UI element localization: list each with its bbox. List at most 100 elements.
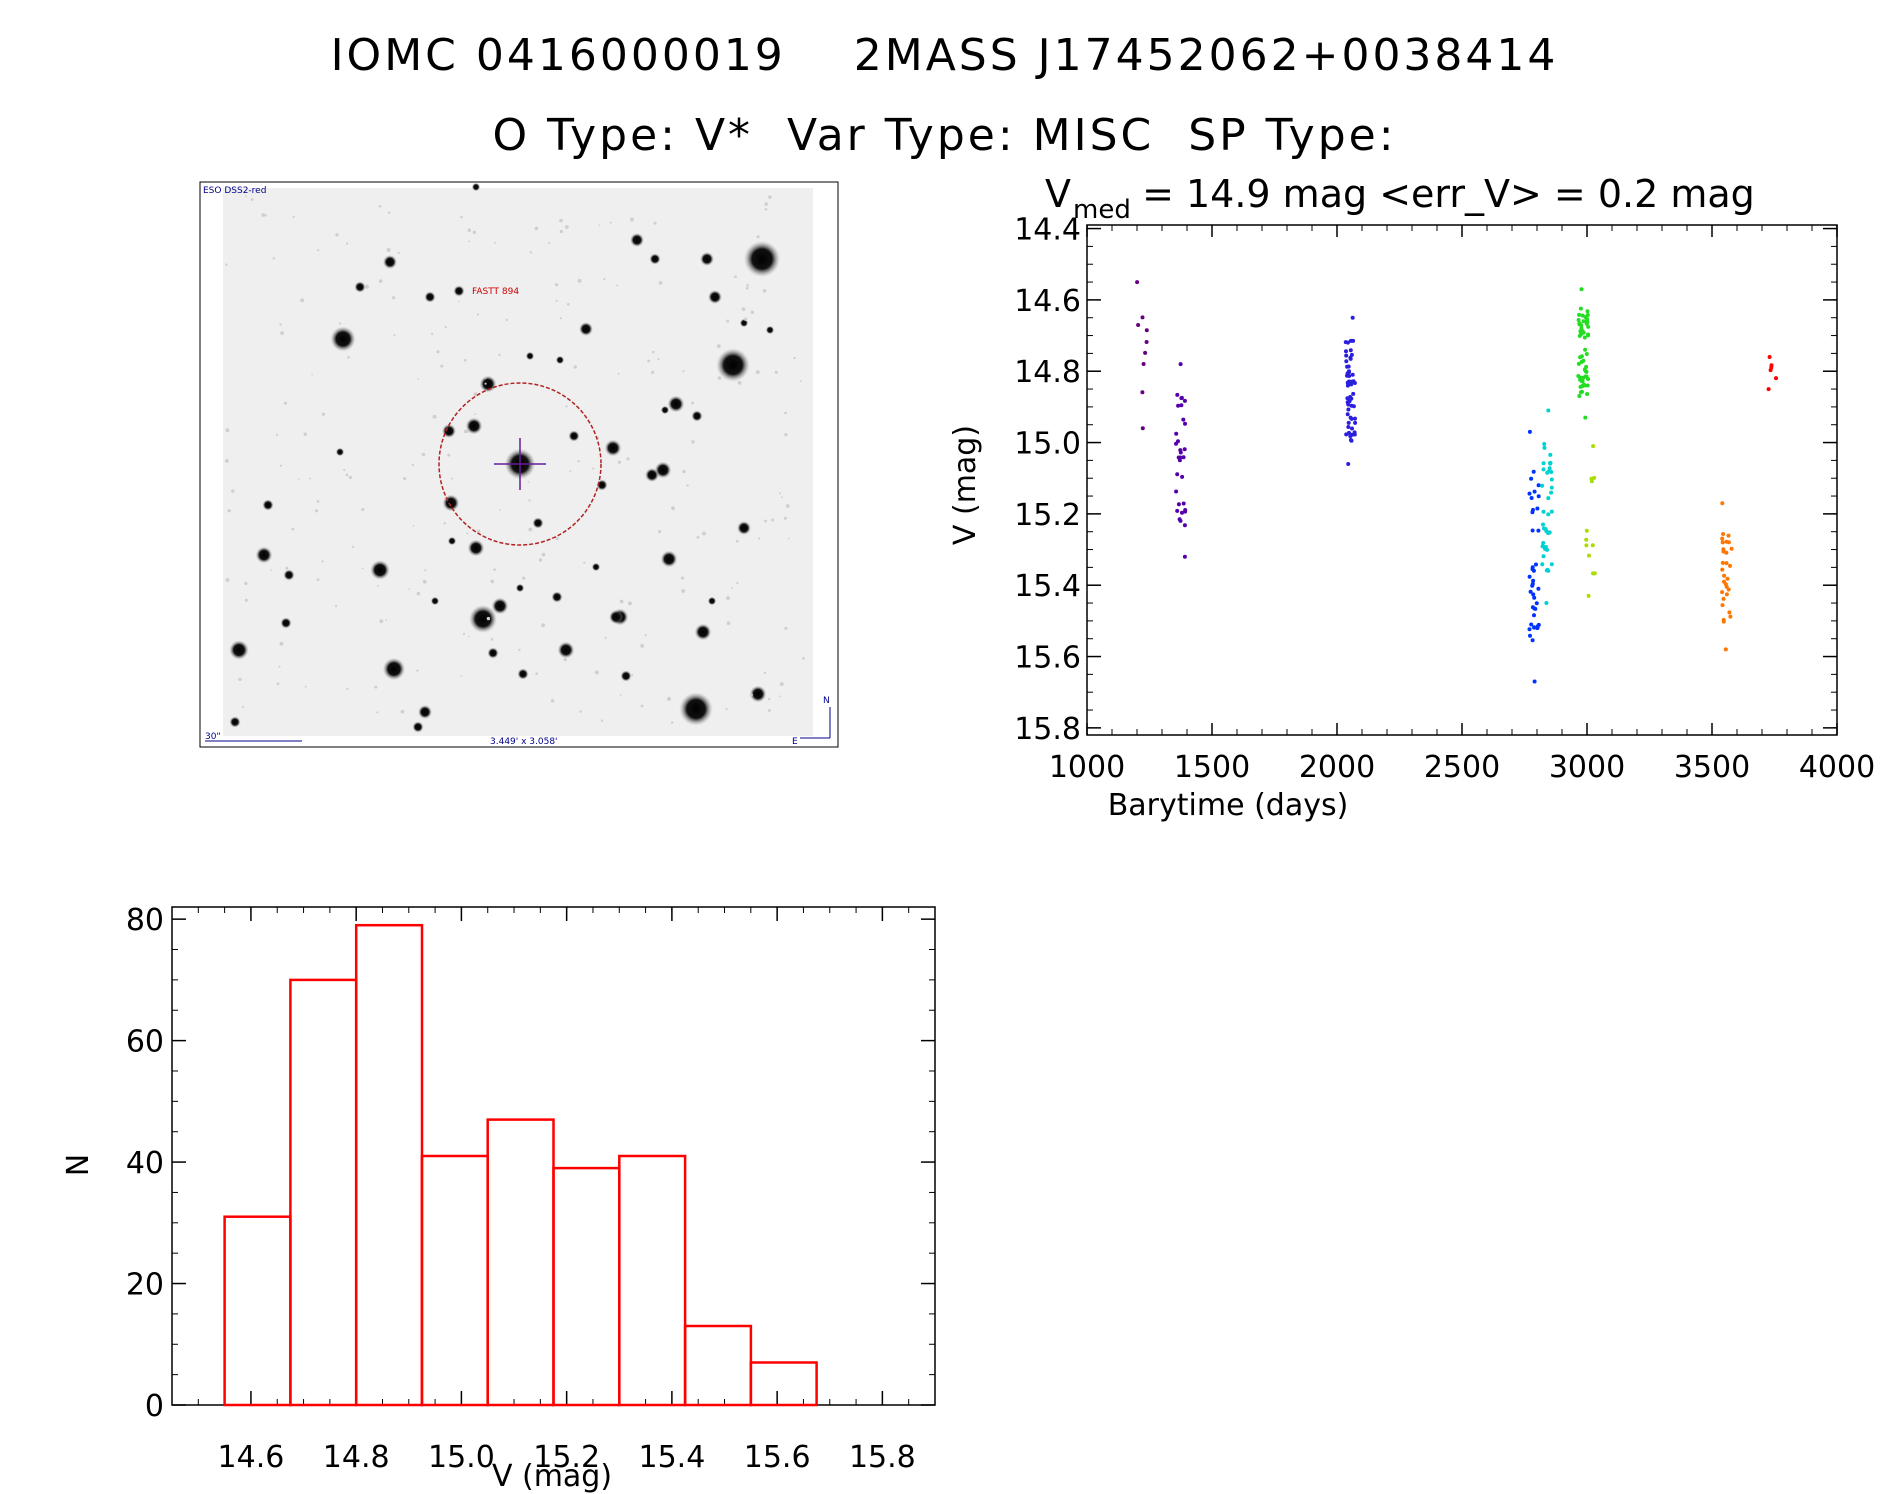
sky-noise — [682, 469, 686, 474]
sky-noise — [768, 195, 772, 199]
lc-data-point — [1348, 438, 1353, 442]
sky-noise — [379, 619, 384, 624]
lc-y-axis-label: V (mag) — [948, 425, 983, 545]
lc-data-point — [1723, 647, 1728, 652]
star — [418, 705, 432, 719]
lc-x-tick-label: 3500 — [1674, 750, 1750, 785]
lc-data-point — [1582, 335, 1587, 340]
lc-data-point — [1351, 391, 1356, 396]
lc-data-point — [1584, 352, 1589, 356]
lc-data-point — [1728, 614, 1733, 619]
lc-data-point — [1344, 349, 1348, 354]
star — [453, 285, 465, 297]
lc-data-point — [1536, 528, 1541, 533]
lc-data-point — [1176, 502, 1181, 507]
lc-data-point — [1720, 560, 1725, 565]
star — [591, 562, 601, 572]
lc-x-tick-label: 2500 — [1424, 750, 1500, 785]
lc-data-point — [1531, 578, 1536, 583]
sky-noise — [285, 566, 289, 570]
hist-x-tick-label: 15.8 — [849, 1440, 916, 1475]
lc-data-point — [1548, 460, 1553, 465]
star — [517, 668, 529, 680]
sky-noise — [424, 569, 427, 572]
star — [525, 351, 535, 361]
lc-data-point — [1543, 527, 1548, 532]
sky-noise — [462, 632, 466, 636]
lc-data-point — [1347, 430, 1351, 435]
sky-noise — [764, 208, 768, 211]
lc-data-point — [1767, 355, 1772, 359]
star — [557, 641, 575, 659]
sky-noise — [386, 248, 391, 252]
sky-noise — [617, 372, 620, 375]
sky-noise — [793, 356, 796, 360]
sky-noise — [768, 697, 771, 701]
sky-noise — [535, 672, 539, 676]
lc-data-point — [1591, 571, 1595, 576]
lc-data-point — [1351, 404, 1356, 409]
sky-noise — [498, 353, 501, 357]
lc-data-point — [1532, 489, 1537, 494]
lc-data-point — [1585, 309, 1590, 314]
star — [708, 290, 722, 304]
sky-noise — [245, 195, 247, 198]
sky-noise — [528, 527, 533, 532]
sky-noise — [400, 709, 405, 714]
sky-noise — [317, 249, 320, 252]
star — [335, 447, 345, 457]
lc-data-point — [1586, 377, 1590, 381]
hist-x-tick-label: 15.4 — [638, 1440, 705, 1475]
star — [424, 291, 436, 303]
lc-data-point — [1353, 420, 1358, 425]
lc-data-point — [1579, 354, 1584, 359]
lc-data-point — [1531, 592, 1536, 597]
lc-data-point — [1541, 461, 1546, 466]
lc-data-point — [1532, 625, 1537, 630]
lc-data-point — [1182, 398, 1187, 403]
lc-data-point — [1769, 363, 1774, 368]
star — [383, 255, 397, 269]
sky-noise — [652, 350, 655, 354]
star — [442, 494, 460, 512]
lc-data-point — [1545, 470, 1550, 475]
lc-data-point — [1349, 352, 1354, 357]
lc-data-point — [1174, 431, 1179, 436]
lc-y-tick-label: 15.6 — [1014, 641, 1081, 676]
star — [283, 569, 295, 581]
lc-data-point — [1534, 601, 1539, 606]
sky-noise — [451, 477, 454, 480]
sky-noise — [416, 591, 421, 596]
star — [716, 348, 750, 382]
sky-noise — [559, 229, 563, 234]
lc-data-point — [1590, 543, 1595, 548]
sky-noise — [603, 278, 606, 281]
hist-y-tick-label: 60 — [126, 1025, 164, 1060]
sky-noise — [316, 500, 320, 503]
lc-x-axis-label: Barytime (days) — [1108, 788, 1349, 823]
sky-noise — [244, 581, 248, 586]
sky-noise — [460, 675, 463, 678]
sky-noise — [444, 326, 447, 329]
lc-data-point — [1544, 601, 1549, 605]
sky-noise — [490, 638, 494, 641]
sky-noise — [385, 619, 388, 621]
lc-data-point — [1140, 426, 1145, 431]
lc-data-point — [1529, 622, 1534, 627]
lc-x-tick-label: 1000 — [1049, 750, 1125, 785]
lc-data-point — [1530, 583, 1535, 588]
lc-data-point — [1344, 359, 1349, 364]
sky-noise — [774, 370, 778, 374]
lc-data-point — [1347, 369, 1351, 374]
lc-data-point — [1175, 472, 1180, 477]
lc-data-point — [1774, 376, 1778, 381]
sky-noise — [351, 545, 355, 549]
sky-noise — [653, 221, 657, 225]
sky-noise — [577, 460, 580, 463]
compass-east-label: E — [792, 737, 798, 747]
lc-data-point — [1178, 362, 1183, 367]
lc-data-point — [1527, 574, 1532, 579]
lc-data-point — [1346, 407, 1351, 412]
sky-noise — [528, 499, 531, 502]
lc-data-point — [1530, 510, 1535, 515]
